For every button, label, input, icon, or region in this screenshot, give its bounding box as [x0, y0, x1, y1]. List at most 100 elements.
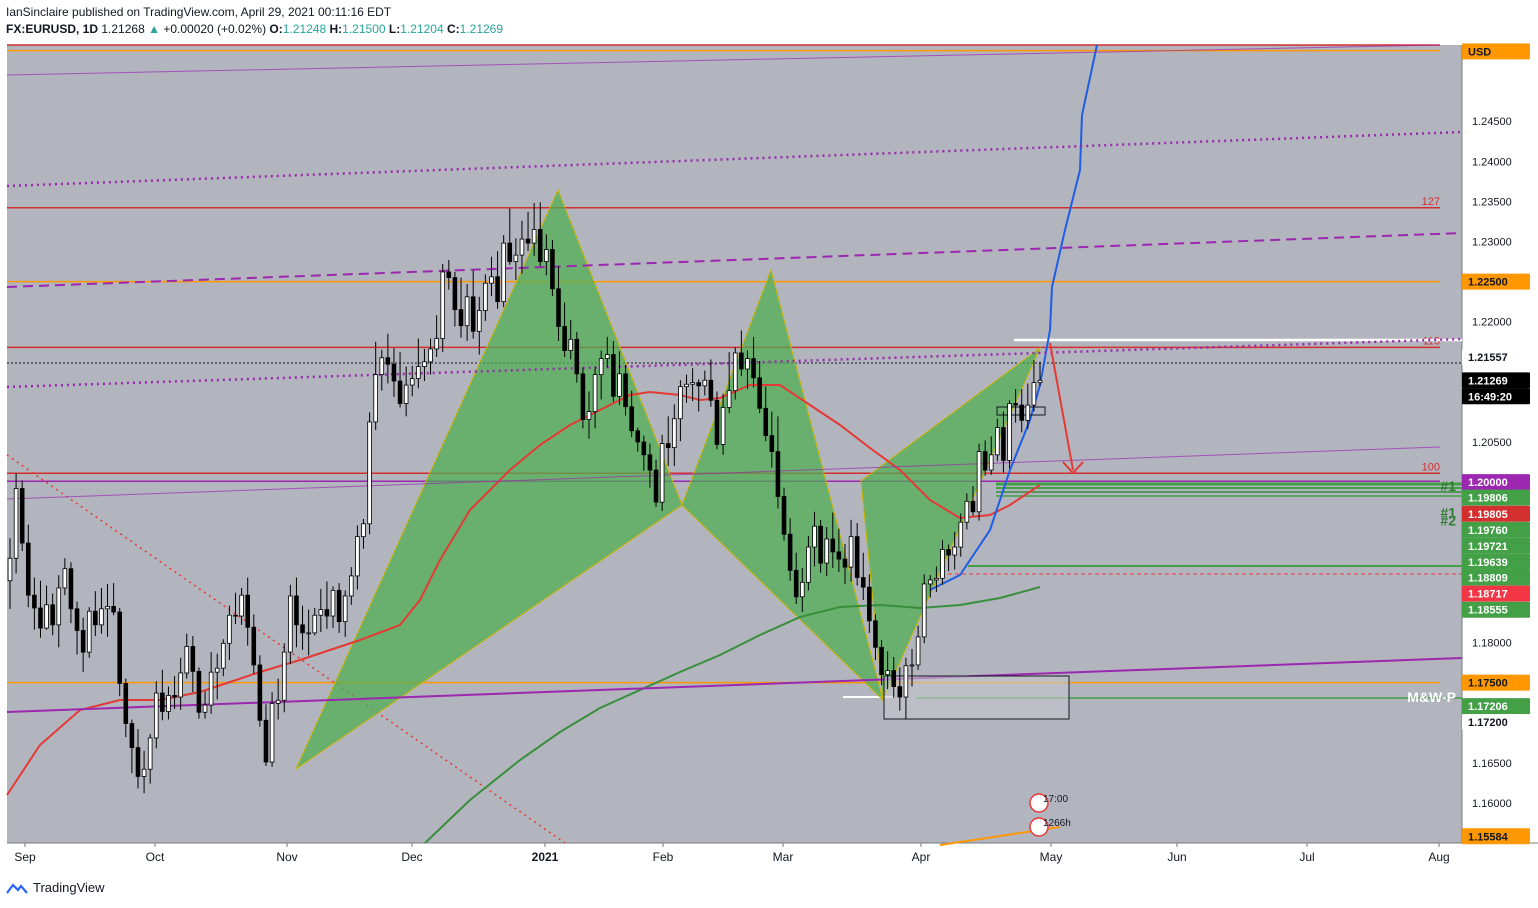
- level-label: 127: [1422, 196, 1440, 208]
- candle-body: [464, 296, 470, 327]
- candle-body: [190, 646, 196, 672]
- candle-body: [32, 594, 37, 609]
- candle-body: [982, 451, 988, 471]
- candle-body: [153, 692, 159, 739]
- candle-body: [793, 569, 799, 598]
- candle-body: [964, 500, 970, 523]
- candle-body: [355, 536, 360, 577]
- candle-body: [592, 374, 598, 412]
- candle-body: [903, 665, 909, 698]
- candle-body: [117, 611, 122, 684]
- candle-body: [318, 609, 324, 616]
- candle-body: [891, 670, 897, 688]
- candle-body: [306, 632, 311, 635]
- candle-body: [629, 406, 634, 432]
- candle-body: [848, 536, 854, 568]
- candle-body: [123, 683, 129, 724]
- candle-body: [739, 352, 744, 370]
- candle-body: [111, 606, 116, 613]
- price-label-tag: [1462, 569, 1530, 586]
- high-value: 1.21500: [342, 22, 386, 36]
- y-tick-label: 1.18000: [1472, 637, 1512, 649]
- indicator-line: [6, 232, 1463, 288]
- last-price: 1.21268: [101, 22, 145, 36]
- candle-body: [940, 549, 945, 579]
- candle-body: [787, 533, 793, 571]
- candle-body: [452, 277, 458, 311]
- candle-body: [635, 430, 641, 443]
- candle-body: [160, 692, 165, 712]
- candle-body: [446, 271, 452, 278]
- candle-body: [921, 583, 927, 638]
- candle-body: [233, 614, 238, 617]
- candle-body: [135, 747, 141, 777]
- candle-body: [129, 723, 135, 748]
- candle-body: [537, 229, 543, 262]
- tradingview-logo-icon: [6, 882, 28, 894]
- pattern-annotation: #1: [1440, 505, 1456, 521]
- candle-body: [470, 296, 476, 332]
- x-tick-label: 2021: [532, 850, 559, 864]
- candle-body: [928, 579, 933, 585]
- candle-body: [495, 276, 500, 303]
- candle-body: [702, 379, 708, 387]
- tradingview-logo[interactable]: TradingView: [6, 880, 105, 895]
- candle-body: [946, 549, 951, 556]
- price-label-text: 1.21557: [1468, 352, 1508, 364]
- price-label-tag: [1462, 43, 1530, 60]
- price-label-tag: [1462, 521, 1530, 538]
- candle-body: [580, 373, 586, 420]
- candle-body: [1031, 382, 1037, 406]
- candle-body: [909, 664, 915, 667]
- candle-body: [915, 636, 921, 666]
- candle-body: [477, 310, 482, 332]
- price-label-text: 1.18809: [1468, 573, 1508, 585]
- candle-body: [330, 589, 336, 617]
- tradingview-brand: TradingView: [33, 880, 105, 895]
- candle-body: [336, 589, 342, 623]
- price-label-tag: [1462, 505, 1530, 522]
- candle-body: [544, 249, 549, 262]
- candle-body: [781, 496, 787, 535]
- x-tick-label: Sep: [14, 850, 36, 864]
- candle-body: [988, 454, 994, 471]
- x-tick-label: Aug: [1428, 850, 1449, 864]
- candle-body: [1007, 403, 1012, 461]
- event-label: 17:00: [1043, 794, 1068, 805]
- candle-body: [690, 382, 695, 385]
- candle-body: [62, 568, 68, 589]
- candle-body: [617, 373, 622, 397]
- candle-body: [74, 608, 80, 631]
- price-change: +0.00020 (+0.02%): [163, 22, 267, 36]
- candle-body: [324, 609, 330, 617]
- candle-body: [830, 538, 836, 553]
- price-label-tag: [1462, 601, 1530, 618]
- candle-body: [391, 363, 397, 382]
- candle-body: [263, 719, 269, 763]
- candle-body: [641, 441, 647, 456]
- x-tick-label: Nov: [276, 850, 297, 864]
- symbol[interactable]: FX:EURUSD, 1D: [6, 22, 99, 36]
- candle-body: [281, 651, 287, 701]
- candle-body: [434, 338, 439, 350]
- candle-body: [818, 525, 823, 564]
- candle-body: [726, 390, 732, 408]
- event-flag-icon: [1029, 817, 1049, 837]
- pattern-annotation: M&W-P: [1407, 689, 1456, 705]
- candle-body: [257, 664, 263, 721]
- candle-body: [611, 354, 616, 397]
- price-label-tag: [1462, 474, 1530, 491]
- y-tick-label: 1.23000: [1472, 236, 1512, 248]
- candle-body: [769, 435, 775, 453]
- price-label-text: 1.19721: [1468, 541, 1508, 553]
- candle-body: [720, 407, 726, 445]
- candle-body: [440, 271, 446, 339]
- candle-body: [38, 607, 43, 629]
- candle-body: [105, 606, 110, 610]
- price-label-text: 1.17500: [1468, 678, 1508, 690]
- candle-body: [507, 242, 513, 262]
- candle-body: [385, 357, 391, 365]
- level-label: 113: [1422, 335, 1440, 347]
- candle-body: [854, 536, 860, 578]
